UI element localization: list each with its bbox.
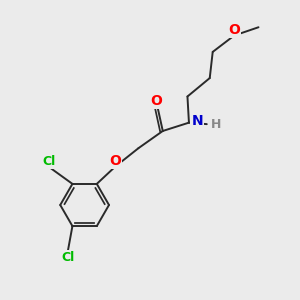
Text: O: O <box>150 94 162 108</box>
Text: N: N <box>191 114 203 128</box>
Text: Cl: Cl <box>42 155 55 168</box>
Text: H: H <box>211 118 222 130</box>
Text: Cl: Cl <box>61 250 75 263</box>
Text: O: O <box>109 154 121 168</box>
Text: O: O <box>228 22 240 37</box>
